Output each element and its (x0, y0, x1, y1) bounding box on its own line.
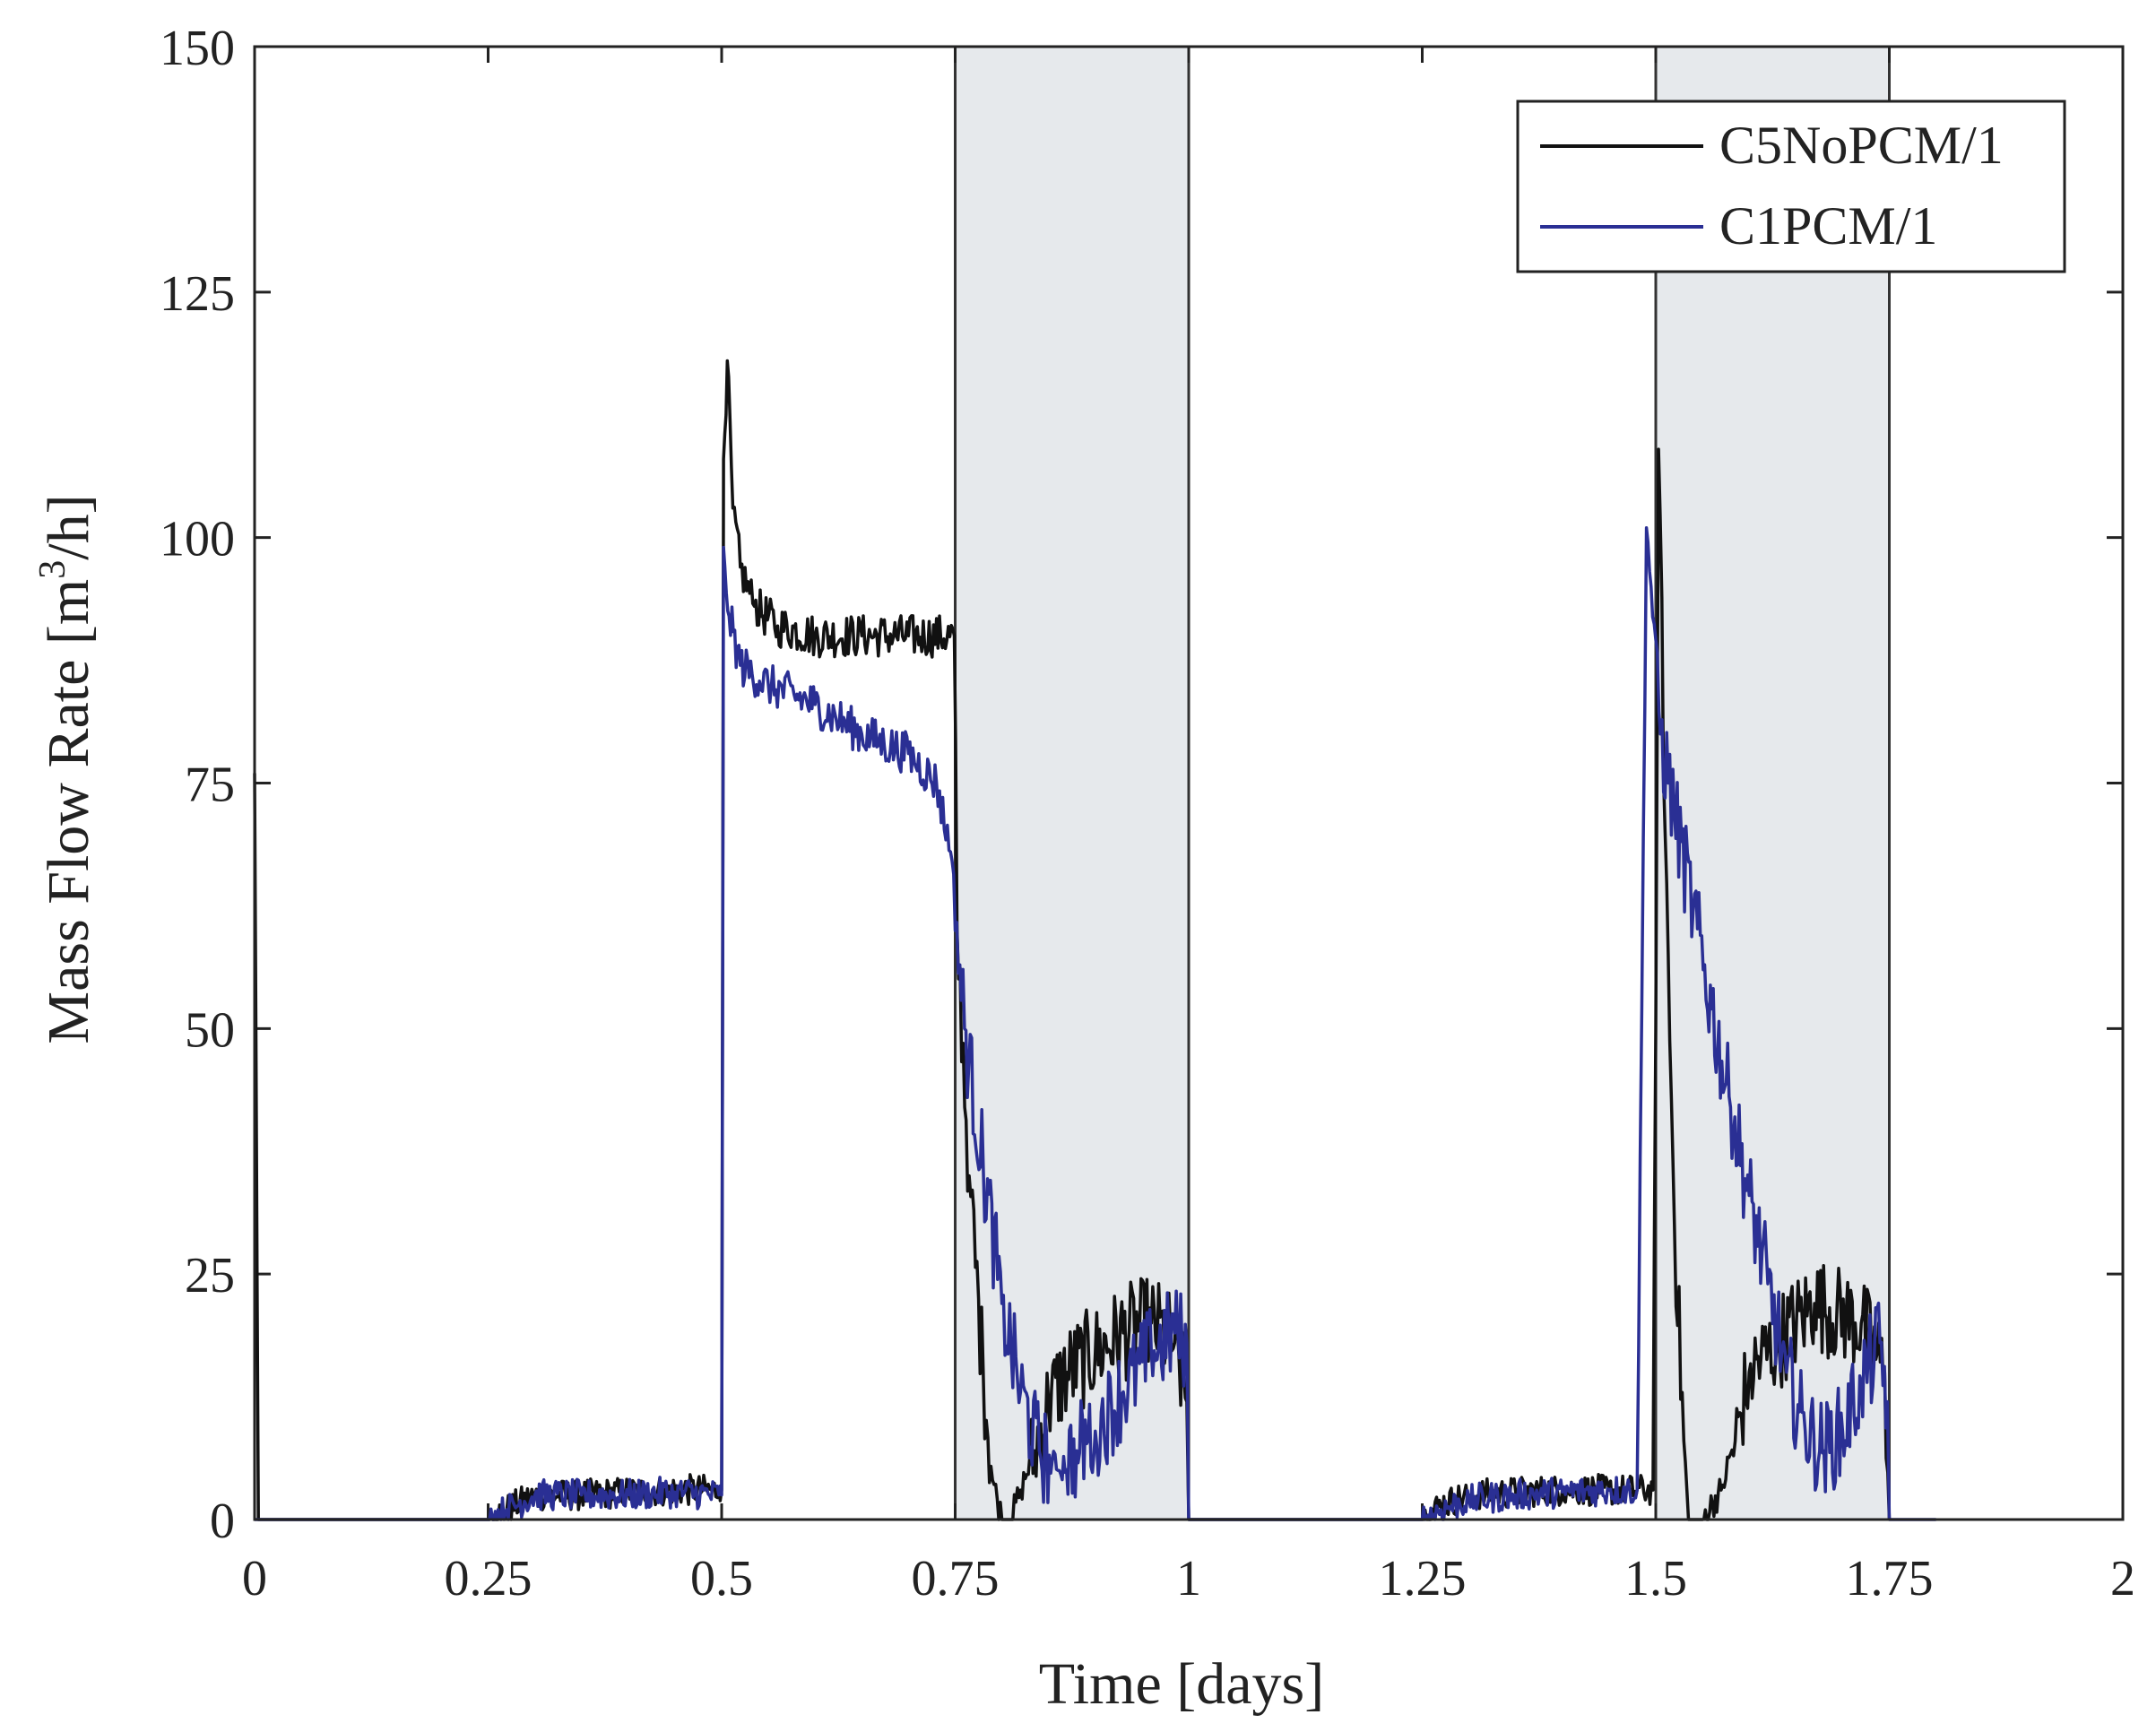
series-lines (253, 359, 1936, 1521)
x-tick-label: 1.5 (1624, 1551, 1687, 1606)
y-tick-label: 0 (210, 1494, 235, 1549)
y-axis-title: Mass Flow Rate [m3/h] (32, 494, 101, 1044)
x-tick-label: 2 (2110, 1551, 2135, 1606)
y-tick-label: 50 (185, 1002, 235, 1058)
y-tick-label: 100 (160, 512, 235, 567)
legend-box (1516, 100, 2066, 273)
y-axis-title-suffix: /h] (36, 494, 101, 559)
y-tick-label: 75 (185, 758, 235, 813)
y-axis-title-prefix: Mass Flow Rate [m (36, 579, 101, 1044)
legend-label-c5nopcm: C5NoPCM/1 (1719, 116, 2004, 175)
y-tick-label: 25 (185, 1248, 235, 1303)
y-tick-labels: 0 25 50 75 100 125 150 (160, 21, 235, 1549)
y-axis-title-superscript: 3 (32, 560, 74, 579)
x-tick-label: 1 (1176, 1551, 1201, 1606)
x-axis-title: Time [days] (1039, 1651, 1324, 1717)
x-tick-label: 0.5 (690, 1551, 753, 1606)
plot-frame (253, 45, 2125, 1521)
y-tick-label: 150 (160, 21, 235, 76)
legend-label-c1pcm: C1PCM/1 (1719, 196, 1937, 255)
x-tick-label: 0.75 (912, 1551, 1000, 1606)
x-tick-label: 0.25 (445, 1551, 533, 1606)
series-line-c1pcm-1 (254, 525, 1936, 1521)
x-tick-label: 1.75 (1846, 1551, 1934, 1606)
legend: C5NoPCM/1 C1PCM/1 (1516, 100, 2066, 273)
y-tick-label: 125 (160, 266, 235, 322)
x-tick-label: 0 (242, 1551, 267, 1606)
x-tick-labels: 0 0.25 0.5 0.75 1 1.25 1.5 1.75 2 (242, 1551, 2135, 1606)
x-tick-label: 1.25 (1379, 1551, 1467, 1606)
